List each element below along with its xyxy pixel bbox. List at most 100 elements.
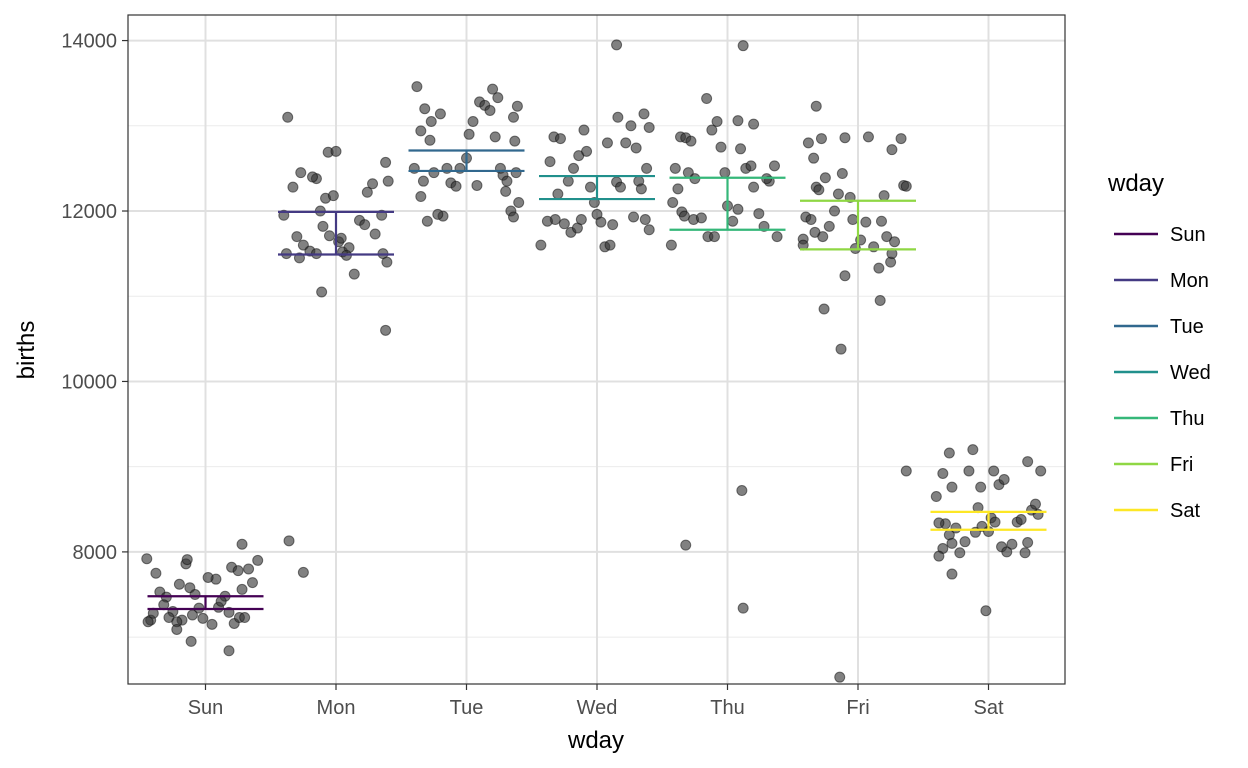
data-point-wed bbox=[578, 124, 590, 136]
data-point-fri bbox=[878, 190, 890, 202]
data-point-fri bbox=[860, 216, 872, 228]
data-point-tue bbox=[424, 134, 436, 146]
data-point-tue bbox=[411, 81, 423, 93]
data-point-wed bbox=[535, 239, 547, 251]
data-point-thu bbox=[745, 160, 757, 172]
data-point-sat bbox=[963, 465, 975, 477]
data-point-fri bbox=[815, 133, 827, 145]
data-point-sun bbox=[150, 567, 162, 579]
data-point-fri bbox=[836, 168, 848, 180]
data-point-wed bbox=[558, 218, 570, 230]
data-point-wed bbox=[620, 137, 632, 149]
data-point-fri bbox=[802, 137, 814, 149]
data-point-thu bbox=[753, 208, 765, 220]
data-point-fri bbox=[835, 343, 847, 355]
data-point-thu bbox=[669, 162, 681, 174]
data-point-tue bbox=[501, 175, 513, 187]
data-point-tue bbox=[434, 108, 446, 120]
data-point-wed bbox=[601, 137, 613, 149]
data-point-fri bbox=[817, 231, 829, 243]
data-point-thu bbox=[737, 40, 749, 52]
data-point-thu bbox=[737, 602, 749, 614]
data-point-wed bbox=[628, 211, 640, 223]
data-point-tue bbox=[500, 185, 512, 197]
data-point-sat bbox=[1019, 547, 1031, 559]
data-point-tue bbox=[463, 128, 475, 140]
plot-panel bbox=[127, 14, 1066, 685]
data-point-mon bbox=[287, 181, 299, 193]
data-point-tue bbox=[492, 92, 504, 104]
data-point-thu bbox=[727, 215, 739, 227]
data-point-sat bbox=[930, 491, 942, 503]
data-point-sun bbox=[141, 553, 153, 565]
data-point-mon bbox=[307, 171, 319, 183]
data-point-mon bbox=[381, 256, 393, 268]
data-point-mon bbox=[380, 156, 392, 168]
data-point-wed bbox=[581, 145, 593, 157]
legend-label: Wed bbox=[1170, 362, 1211, 384]
data-point-fri bbox=[805, 214, 817, 226]
data-point-sun bbox=[171, 623, 183, 635]
gridlines bbox=[128, 15, 1065, 684]
errorbar-mon bbox=[278, 210, 394, 256]
data-point-sun bbox=[232, 565, 244, 577]
errorbar-wed bbox=[539, 174, 655, 201]
error-bars bbox=[147, 149, 1047, 611]
x-tick-label: Mon bbox=[317, 697, 356, 719]
data-point-tue bbox=[415, 191, 427, 203]
data-point-mon bbox=[327, 190, 339, 202]
data-point-sun bbox=[252, 554, 264, 566]
data-point-fri bbox=[839, 132, 851, 144]
data-point-wed bbox=[575, 214, 587, 226]
legend-item-sun: Sun bbox=[1114, 224, 1206, 246]
data-point-wed bbox=[568, 162, 580, 174]
data-point-sat bbox=[1022, 456, 1034, 468]
x-tick-label: Tue bbox=[450, 697, 484, 719]
data-point-mon bbox=[367, 178, 379, 190]
data-point-mon bbox=[291, 231, 303, 243]
data-point-mon bbox=[323, 230, 335, 242]
data-point-tue bbox=[484, 104, 496, 116]
data-point-fri bbox=[862, 131, 874, 143]
y-tick-label: 14000 bbox=[61, 31, 117, 53]
data-point-mon bbox=[283, 535, 295, 547]
data-point-sun bbox=[246, 577, 258, 589]
errorbar-sun bbox=[147, 595, 264, 611]
y-tick-label: 12000 bbox=[61, 201, 117, 223]
data-point-thu bbox=[667, 196, 679, 208]
legend-item-mon: Mon bbox=[1114, 270, 1209, 292]
data-point-thu bbox=[701, 93, 713, 105]
data-point-sat bbox=[937, 467, 949, 479]
data-point-tue bbox=[509, 135, 521, 147]
legend-label: Sun bbox=[1170, 224, 1206, 246]
data-point-thu bbox=[678, 210, 690, 222]
x-tick-label: Sat bbox=[973, 697, 1003, 719]
x-tick-label: Fri bbox=[846, 697, 869, 719]
data-point-tue bbox=[513, 196, 525, 208]
legend-label: Thu bbox=[1170, 408, 1204, 430]
data-point-sun bbox=[197, 612, 209, 624]
data-point-wed bbox=[541, 215, 553, 227]
legend-item-sat: Sat bbox=[1114, 500, 1200, 522]
data-point-sat bbox=[933, 550, 945, 562]
data-point-thu bbox=[732, 115, 744, 127]
x-tick-label: Thu bbox=[710, 697, 744, 719]
data-point-tue bbox=[428, 167, 440, 179]
data-point-tue bbox=[425, 116, 437, 128]
y-tick-label: 8000 bbox=[73, 542, 118, 564]
data-point-fri bbox=[839, 270, 851, 282]
data-point-fri bbox=[847, 214, 859, 226]
data-point-sat bbox=[1006, 538, 1018, 550]
data-point-tue bbox=[510, 167, 522, 179]
data-point-thu bbox=[735, 143, 747, 155]
data-point-tue bbox=[507, 211, 519, 223]
data-point-thu bbox=[748, 181, 760, 193]
data-point-mon bbox=[335, 232, 347, 244]
data-point-wed bbox=[630, 142, 642, 154]
data-point-sat bbox=[967, 444, 979, 456]
data-point-fri bbox=[834, 671, 846, 683]
data-point-sun bbox=[181, 554, 193, 566]
data-point-fri bbox=[873, 262, 885, 274]
data-point-fri bbox=[895, 133, 907, 145]
